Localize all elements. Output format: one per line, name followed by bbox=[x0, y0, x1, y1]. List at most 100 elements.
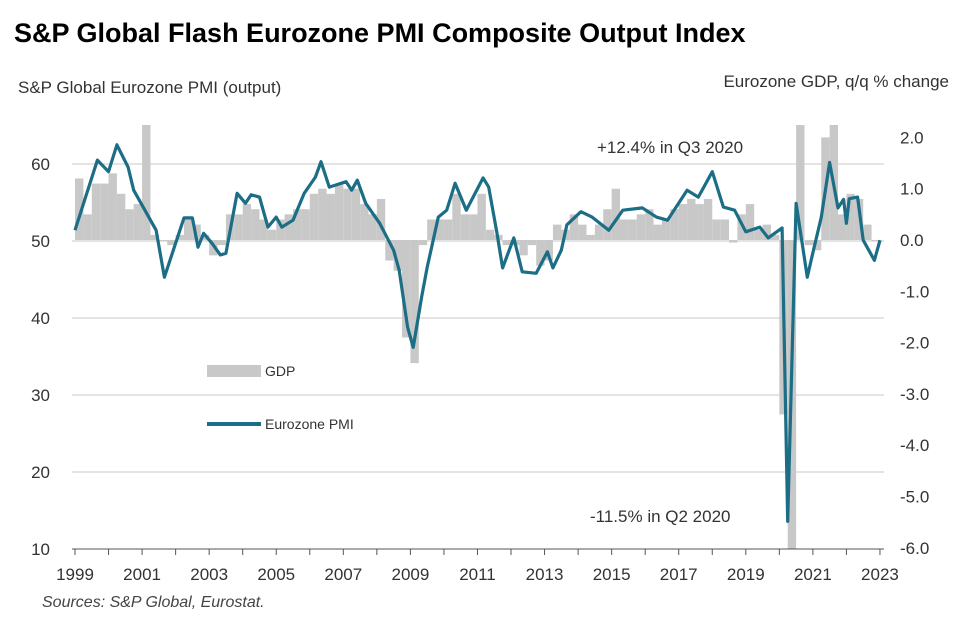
legend: GDP Eurozone PMI bbox=[207, 363, 354, 432]
gdp-bar bbox=[620, 219, 629, 240]
gdp-bar bbox=[251, 209, 260, 240]
gdp-bar bbox=[712, 219, 721, 240]
gdp-bar bbox=[687, 198, 696, 240]
gdp-bar bbox=[536, 240, 545, 266]
left-axis-label: S&P Global Eurozone PMI (output) bbox=[18, 78, 282, 97]
gdp-bar bbox=[443, 219, 453, 240]
gdp-bar bbox=[267, 229, 277, 240]
gdp-bar bbox=[301, 209, 310, 240]
gdp-bar bbox=[343, 188, 352, 240]
gdp-bar bbox=[720, 219, 730, 240]
right-tick-label: -2.0 bbox=[900, 334, 929, 353]
gdp-bar bbox=[754, 229, 763, 240]
gdp-bar bbox=[594, 224, 604, 240]
gdp-bar bbox=[167, 240, 176, 246]
chart-title: S&P Global Flash Eurozone PMI Composite … bbox=[14, 18, 746, 48]
gdp-bar bbox=[217, 240, 226, 246]
gdp-bar bbox=[863, 224, 872, 240]
x-tick-label: 2011 bbox=[459, 565, 496, 584]
gdp-bar bbox=[452, 193, 461, 240]
annotation-q2-2020: -11.5% in Q2 2020 bbox=[590, 507, 731, 526]
gdp-bar bbox=[796, 125, 805, 240]
source-note: Sources: S&P Global, Eurostat. bbox=[42, 594, 265, 611]
gdp-bar bbox=[402, 240, 411, 338]
gdp-bar bbox=[376, 198, 386, 240]
gdp-bar bbox=[603, 209, 612, 240]
gdp-bar bbox=[276, 219, 285, 240]
gdp-bar bbox=[427, 219, 436, 240]
gdp-bar bbox=[351, 188, 361, 240]
gdp-bar bbox=[184, 219, 193, 240]
gdp-bar bbox=[502, 240, 512, 246]
right-tick-label: -6.0 bbox=[900, 539, 929, 558]
right-tick-label: 1.0 bbox=[900, 180, 924, 199]
gdp-bar bbox=[729, 240, 738, 243]
x-tick-label: 2007 bbox=[324, 565, 362, 584]
gdp-bar bbox=[368, 214, 377, 240]
gdp-bar bbox=[158, 240, 168, 241]
gdp-bar bbox=[611, 188, 621, 240]
gdp-bar bbox=[745, 204, 755, 240]
gdp-bar bbox=[100, 183, 109, 240]
gdp-bar bbox=[75, 178, 84, 240]
gdp-bar bbox=[318, 188, 327, 240]
gdp-bar bbox=[108, 173, 117, 240]
gdp-bar bbox=[678, 204, 688, 240]
gdp-bar bbox=[670, 209, 679, 240]
gdp-bar bbox=[284, 214, 294, 240]
gdp-bar bbox=[150, 234, 159, 240]
x-tick-label: 2021 bbox=[794, 565, 832, 584]
left-tick-label: 10 bbox=[31, 540, 50, 559]
gdp-bar bbox=[762, 224, 771, 240]
gdp-bar bbox=[527, 240, 537, 246]
gdp-bar bbox=[418, 240, 428, 246]
gdp-bar bbox=[569, 214, 579, 240]
left-tick-label: 60 bbox=[31, 155, 50, 174]
x-tick-label: 2023 bbox=[861, 565, 899, 584]
x-tick-label: 2005 bbox=[257, 565, 295, 584]
gdp-bar bbox=[695, 204, 704, 240]
right-tick-label: -3.0 bbox=[900, 385, 929, 404]
gdp-bar bbox=[309, 193, 319, 240]
gdp-bar bbox=[91, 183, 101, 240]
left-tick-label: 20 bbox=[31, 463, 50, 482]
gdp-bar bbox=[293, 209, 302, 240]
legend-pmi-label: Eurozone PMI bbox=[265, 416, 354, 432]
gdp-bar bbox=[628, 219, 637, 240]
x-tick-label: 2013 bbox=[526, 565, 564, 584]
x-tick-label: 2015 bbox=[593, 565, 631, 584]
gdp-bar bbox=[544, 240, 553, 261]
gdp-bar bbox=[812, 240, 822, 251]
gdp-bar bbox=[653, 224, 662, 240]
gdp-bar bbox=[838, 214, 847, 240]
gdp-bar bbox=[477, 193, 486, 240]
x-tick-label: 2017 bbox=[660, 565, 698, 584]
annotation-q3-2020: +12.4% in Q3 2020 bbox=[597, 138, 743, 157]
gdp-bar bbox=[636, 214, 646, 240]
x-tick-label: 2003 bbox=[190, 565, 228, 584]
gdp-bar bbox=[586, 234, 595, 240]
left-tick-label: 50 bbox=[31, 232, 50, 251]
x-tick-label: 2009 bbox=[391, 565, 429, 584]
pmi-line bbox=[73, 143, 882, 523]
gdp-bar bbox=[360, 204, 369, 240]
gdp-bar bbox=[116, 193, 126, 240]
right-tick-label: 2.0 bbox=[900, 128, 924, 147]
right-tick-label: -4.0 bbox=[900, 436, 929, 455]
gdp-bar bbox=[142, 125, 151, 240]
gdp-bar bbox=[259, 219, 268, 240]
left-tick-label: 40 bbox=[31, 309, 50, 328]
gdp-bar bbox=[175, 234, 185, 240]
gdp-bar bbox=[578, 224, 587, 240]
legend-gdp-label: GDP bbox=[265, 363, 295, 379]
gdp-bar bbox=[200, 234, 210, 240]
gdp-bar bbox=[133, 204, 143, 240]
right-tick-label: -1.0 bbox=[900, 282, 929, 301]
gdp-bar bbox=[334, 183, 344, 240]
gdp-bar bbox=[552, 224, 562, 240]
gdp-bar bbox=[83, 214, 92, 240]
gdp-bar bbox=[871, 240, 880, 241]
gdp-bar bbox=[410, 240, 419, 364]
right-tick-label: -5.0 bbox=[900, 488, 929, 507]
